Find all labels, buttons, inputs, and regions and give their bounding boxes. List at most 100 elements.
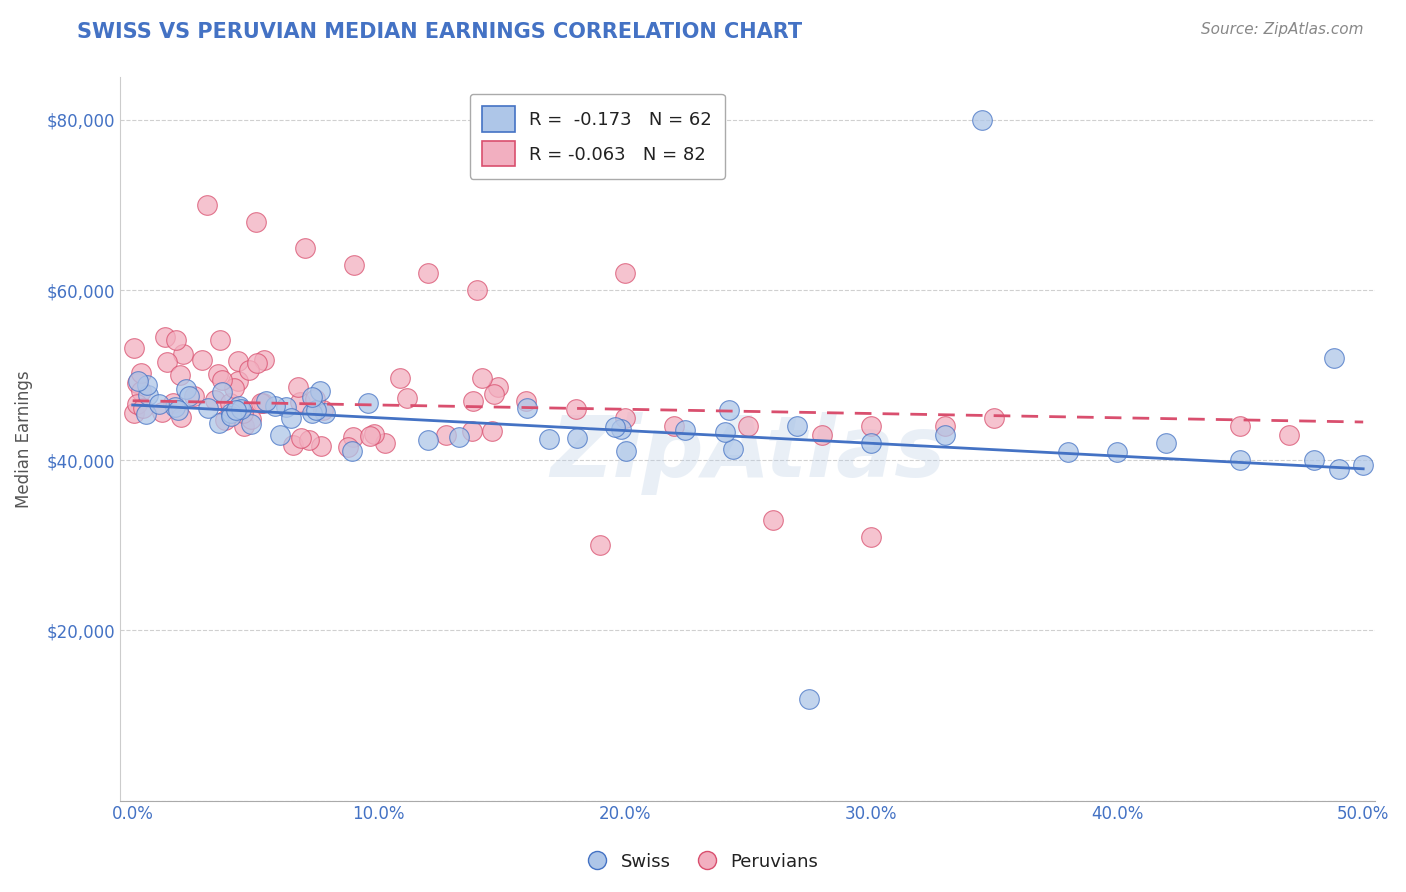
Point: [246, 356, 269, 370]
Text: SWISS VS PERUVIAN MEDIAN EARNINGS CORRELATION CHART: SWISS VS PERUVIAN MEDIAN EARNINGS CORREL…: [77, 22, 803, 42]
Point: [1303, 453, 1326, 467]
Point: [614, 444, 637, 458]
Point: [239, 412, 262, 426]
Point: [1107, 444, 1129, 458]
Point: [605, 420, 627, 434]
Point: [714, 425, 737, 439]
Point: [810, 427, 832, 442]
Point: [125, 397, 148, 411]
Point: [225, 403, 247, 417]
Point: [238, 362, 260, 376]
Point: [1278, 427, 1301, 442]
Point: [221, 406, 243, 420]
Point: [934, 427, 956, 442]
Point: [357, 396, 380, 410]
Point: [486, 380, 509, 394]
Point: [610, 422, 633, 436]
Point: [269, 427, 291, 442]
Point: [1229, 453, 1251, 467]
Point: [250, 396, 273, 410]
Point: [970, 113, 993, 128]
Point: [127, 374, 149, 388]
Point: [564, 402, 586, 417]
Point: [190, 352, 212, 367]
Point: [252, 396, 274, 410]
Text: ZipAtlas: ZipAtlas: [550, 412, 946, 495]
Point: [723, 442, 745, 456]
Point: [312, 403, 335, 417]
Legend: Swiss, Peruvians: Swiss, Peruvians: [581, 846, 825, 879]
Point: [737, 419, 759, 434]
Point: [165, 333, 187, 347]
Point: [239, 417, 262, 431]
Point: [129, 384, 152, 398]
Point: [434, 427, 457, 442]
Point: [208, 334, 231, 348]
Point: [589, 538, 612, 552]
Point: [859, 530, 882, 544]
Point: [174, 382, 197, 396]
Point: [288, 395, 311, 409]
Point: [363, 426, 385, 441]
Point: [662, 419, 685, 434]
Point: [148, 397, 170, 411]
Point: [388, 371, 411, 385]
Point: [515, 393, 537, 408]
Point: [167, 402, 190, 417]
Point: [233, 419, 256, 434]
Point: [1323, 351, 1346, 366]
Point: [211, 373, 233, 387]
Point: [172, 347, 194, 361]
Point: [214, 413, 236, 427]
Point: [156, 355, 179, 369]
Point: [340, 444, 363, 458]
Point: [228, 400, 250, 414]
Point: [461, 393, 484, 408]
Point: [276, 400, 298, 414]
Point: [219, 409, 242, 423]
Point: [207, 367, 229, 381]
Point: [613, 266, 636, 280]
Point: [226, 354, 249, 368]
Point: [470, 371, 492, 385]
Point: [197, 401, 219, 415]
Point: [245, 215, 267, 229]
Point: [308, 384, 330, 398]
Point: [613, 410, 636, 425]
Point: [983, 410, 1005, 425]
Point: [1156, 436, 1178, 450]
Point: [219, 396, 242, 410]
Point: [226, 375, 249, 389]
Point: [301, 406, 323, 420]
Point: [416, 266, 439, 280]
Point: [232, 406, 254, 420]
Point: [135, 407, 157, 421]
Point: [253, 352, 276, 367]
Point: [122, 341, 145, 355]
Point: [281, 438, 304, 452]
Point: [135, 377, 157, 392]
Point: [934, 419, 956, 434]
Point: [170, 410, 193, 425]
Point: [374, 436, 396, 450]
Point: [264, 399, 287, 413]
Point: [309, 438, 332, 452]
Point: [1057, 444, 1080, 458]
Point: [461, 424, 484, 438]
Point: [359, 429, 381, 443]
Point: [761, 513, 783, 527]
Point: [516, 401, 538, 415]
Point: [342, 430, 364, 444]
Point: [162, 395, 184, 409]
Point: [396, 392, 419, 406]
Point: [859, 436, 882, 450]
Point: [150, 405, 173, 419]
Point: [304, 392, 326, 406]
Point: [537, 432, 560, 446]
Point: [179, 389, 201, 403]
Point: [208, 416, 231, 430]
Text: Source: ZipAtlas.com: Source: ZipAtlas.com: [1201, 22, 1364, 37]
Point: [222, 381, 245, 395]
Point: [298, 433, 321, 447]
Point: [127, 376, 149, 391]
